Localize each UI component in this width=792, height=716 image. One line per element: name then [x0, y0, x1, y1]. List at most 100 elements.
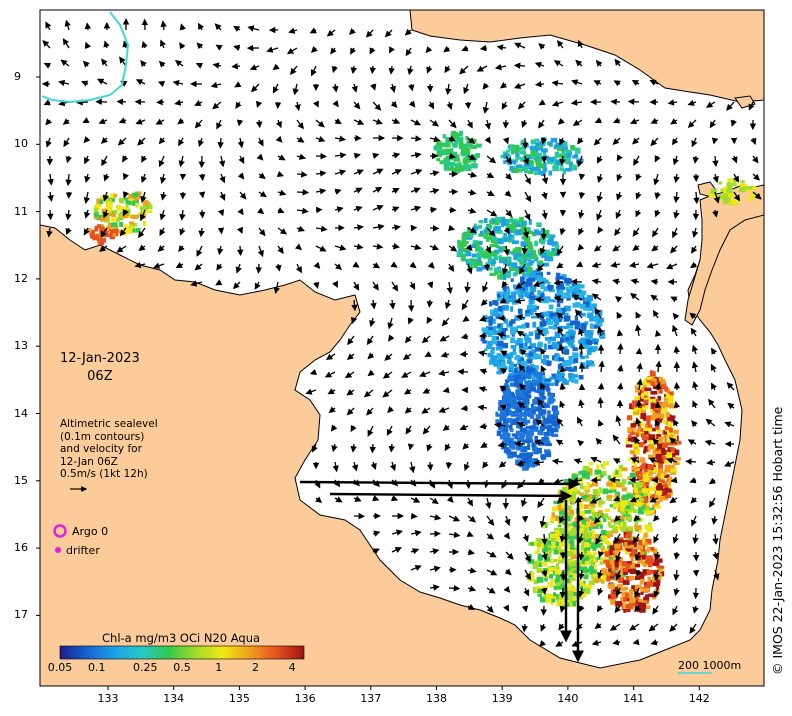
chlorophyll-cell [494, 267, 501, 273]
velocity-arrow [334, 263, 343, 270]
chlorophyll-cell [575, 301, 581, 308]
velocity-arrow [479, 422, 488, 430]
chlorophyll-cell [523, 334, 530, 341]
velocity-arrow [350, 65, 357, 75]
velocity-arrow [673, 209, 680, 219]
velocity-arrow [515, 314, 526, 321]
velocity-arrow [65, 155, 72, 164]
chlorophyll-cell [641, 554, 646, 560]
velocity-arrow [616, 311, 623, 319]
chlorophyll-cell [556, 272, 561, 279]
chlorophyll-cell [645, 415, 652, 421]
chlorophyll-cell [516, 454, 523, 459]
velocity-arrow [540, 587, 548, 595]
velocity-arrow [518, 364, 526, 373]
velocity-arrow [578, 569, 585, 581]
chlorophyll-cell [578, 339, 582, 344]
chlorophyll-cell [479, 230, 483, 235]
chlorophyll-cell [642, 505, 649, 511]
chlorophyll-cell [496, 291, 504, 296]
velocity-arrow [551, 80, 564, 87]
x-tick-label: 142 [688, 692, 710, 705]
chlorophyll-cell [655, 424, 660, 430]
chlorophyll-cell [638, 504, 646, 510]
chlorophyll-cell [570, 145, 576, 150]
velocity-arrow [429, 119, 439, 127]
chlorophyll-cell [638, 492, 644, 497]
chlorophyll-cell [546, 550, 551, 555]
x-tick-label: 135 [228, 692, 250, 705]
velocity-arrow [486, 515, 495, 526]
velocity-arrow [617, 343, 624, 355]
velocity-arrow [485, 497, 492, 510]
velocity-arrow [372, 262, 381, 269]
chlorophyll-cell [634, 524, 639, 531]
chlorophyll-cell [487, 253, 492, 258]
chlorophyll-cell [551, 414, 558, 420]
chlorophyll-cell [519, 150, 526, 155]
chlorophyll-cell [455, 133, 460, 139]
chlorophyll-cell [591, 529, 595, 534]
chlorophyll-cell [465, 147, 471, 154]
chlorophyll-cell [607, 521, 611, 527]
velocity-arrow [501, 280, 509, 288]
velocity-arrow [615, 415, 622, 427]
chlorophyll-cell [666, 436, 670, 443]
velocity-arrow [179, 227, 186, 236]
chlorophyll-cell [609, 484, 617, 490]
chlorophyll-cell [529, 387, 537, 392]
chlorophyll-cell [500, 427, 508, 432]
velocity-arrow [410, 168, 423, 176]
altimetry-line: 12-Jan 06Z [60, 455, 118, 468]
velocity-arrow [286, 47, 298, 55]
velocity-arrow [257, 245, 264, 258]
chlorophyll-cell [723, 193, 728, 200]
chlorophyll-cell [582, 290, 587, 296]
chlorophyll-cell [492, 312, 498, 317]
velocity-arrow [236, 245, 244, 257]
chlorophyll-cell [509, 425, 513, 431]
chlorophyll-cell [565, 523, 572, 527]
chlorophyll-cell [604, 551, 610, 557]
chlorophyll-cell [488, 234, 493, 241]
chlorophyll-cell [641, 405, 649, 410]
colorbar-title: Chl-a mg/m3 OCi N20 Aqua [102, 631, 261, 645]
chlorophyll-cell [525, 310, 531, 314]
chlorophyll-cell [652, 403, 657, 409]
chlorophyll-cell [568, 329, 574, 335]
chlorophyll-cell [635, 584, 642, 589]
chlorophyll-cell [592, 309, 597, 314]
chlorophyll-cell [640, 421, 644, 427]
chlorophyll-cell [656, 456, 661, 462]
velocity-arrow [42, 40, 51, 49]
chlorophyll-cell [621, 478, 627, 485]
chlorophyll-cell [622, 521, 627, 527]
chlorophyll-cell [531, 315, 538, 319]
velocity-arrow [541, 173, 549, 185]
chlorophyll-cell [591, 564, 597, 570]
chlorophyll-cell [661, 496, 669, 501]
chlorophyll-cell [532, 250, 537, 256]
chlorophyll-cell [624, 549, 630, 555]
chlorophyll-cell [544, 449, 551, 453]
velocity-arrow [410, 135, 422, 142]
velocity-arrow [572, 119, 583, 126]
chlorophyll-cell [563, 142, 568, 147]
chlorophyll-cell [642, 474, 648, 478]
chlorophyll-cell [453, 168, 459, 173]
velocity-arrow [655, 360, 662, 373]
velocity-arrow [255, 119, 263, 129]
velocity-arrow [363, 389, 374, 398]
chlorophyll-cell [574, 379, 579, 384]
velocity-arrow [578, 191, 586, 200]
velocity-arrow [139, 209, 146, 222]
chlorophyll-cell [571, 494, 577, 500]
chlorophyll-cell [537, 144, 542, 149]
chlorophyll-cell [588, 462, 594, 466]
velocity-arrow [631, 80, 640, 86]
chlorophyll-cell [554, 151, 560, 157]
chlorophyll-cell [580, 323, 587, 328]
chlorophyll-cell [611, 529, 618, 534]
chlorophyll-cell [616, 479, 621, 484]
